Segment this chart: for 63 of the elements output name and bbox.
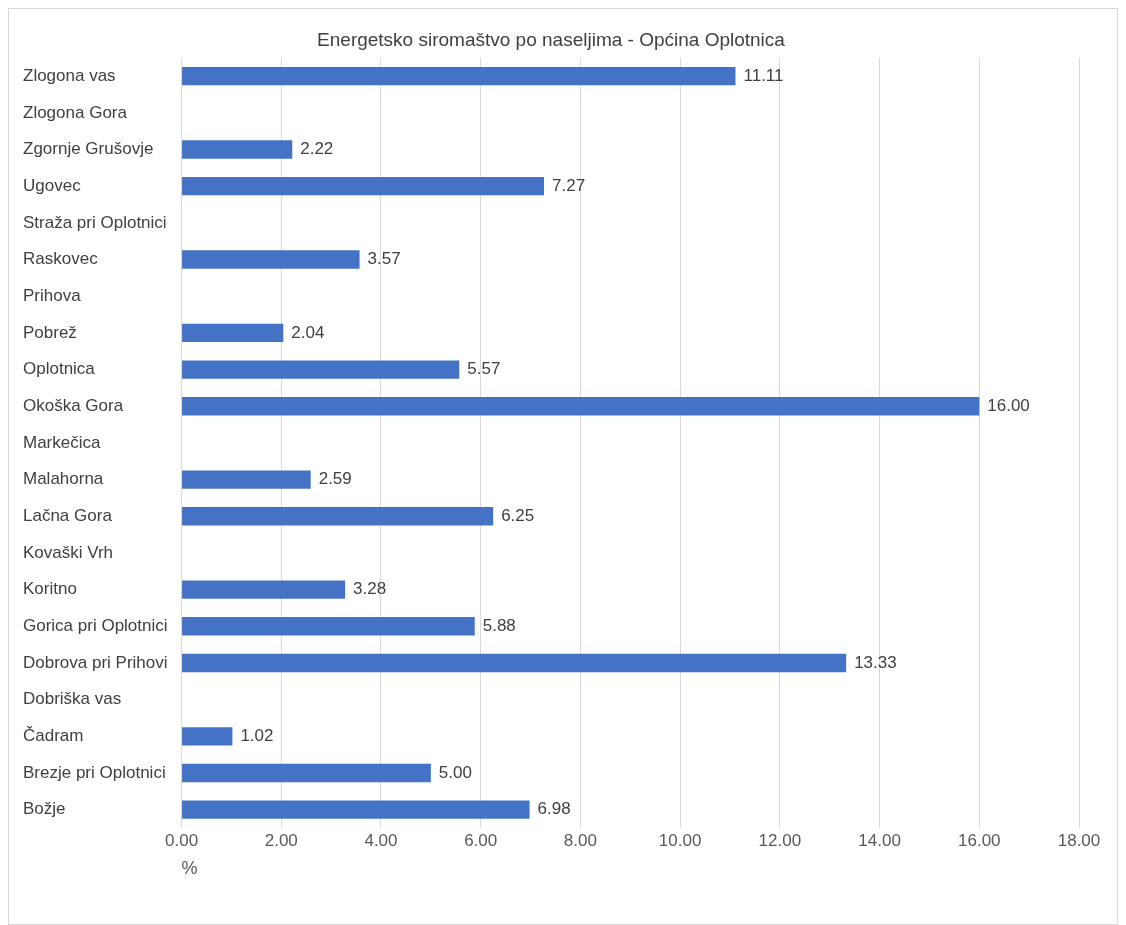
- bar: [182, 177, 545, 196]
- y-tick-label: Dobriška vas: [23, 689, 122, 709]
- bar: [182, 323, 284, 343]
- bar: [182, 727, 233, 746]
- bar: [182, 580, 346, 599]
- y-tick-label: Pobrež: [23, 322, 77, 342]
- x-tick-label: 8.00: [563, 830, 597, 850]
- y-tick-label: Dobrova pri Prihovi: [23, 652, 168, 672]
- y-tick-label: Brezje pri Oplotnici: [23, 762, 166, 782]
- y-tick-label: Zlogona vas: [23, 65, 116, 85]
- y-tick-label: Oplotnica: [23, 359, 96, 379]
- y-tick-label: Zlogona Gora: [23, 102, 128, 122]
- bar: [182, 66, 736, 86]
- data-label: 7.27: [552, 175, 586, 195]
- data-label: 6.98: [537, 799, 571, 819]
- data-label: 6.25: [501, 505, 535, 525]
- bar: [182, 800, 530, 819]
- y-tick-label: Lačna Gora: [23, 505, 113, 525]
- data-label: 2.59: [318, 469, 352, 489]
- bar: [182, 653, 847, 673]
- bar: [182, 397, 980, 416]
- x-tick-label: 2.00: [264, 830, 298, 850]
- y-tick-label: Raskovec: [23, 249, 99, 269]
- x-tick-label: 16.00: [958, 830, 1001, 850]
- y-tick-label: Straža pri Oplotnici: [23, 212, 167, 232]
- data-label: 16.00: [987, 395, 1030, 415]
- data-label: 2.04: [291, 322, 325, 342]
- bar: [182, 470, 311, 489]
- data-label: 1.02: [240, 726, 274, 745]
- x-tick-label: 12.00: [758, 830, 802, 850]
- data-label: 2.22: [300, 139, 334, 159]
- bar: [182, 617, 475, 636]
- y-tick-label: Kovaški Vrh: [23, 542, 114, 562]
- x-tick-label: 6.00: [464, 830, 498, 850]
- y-tick-label: Čadram: [23, 726, 84, 745]
- y-tick-label: Koritno: [23, 579, 77, 599]
- data-label: 13.33: [854, 652, 897, 672]
- y-tick-label: Malahorna: [23, 469, 104, 489]
- y-tick-label: Markečica: [23, 432, 102, 452]
- x-tick-label: 18.00: [1057, 830, 1101, 850]
- bar: [182, 360, 460, 379]
- x-tick-label: 4.00: [364, 830, 398, 850]
- y-tick-label: Ugovec: [23, 175, 82, 195]
- x-tick-label: 10.00: [658, 830, 702, 850]
- x-axis-title: %: [181, 858, 198, 879]
- y-tick-label: Božje: [23, 799, 66, 819]
- bar: [182, 140, 293, 159]
- y-tick-label: Zgornje Grušovje: [23, 139, 154, 159]
- data-label: 11.11: [743, 65, 784, 85]
- data-label: 3.57: [367, 249, 401, 269]
- y-tick-label: Gorica pri Oplotnici: [23, 615, 168, 635]
- bar: [182, 763, 431, 783]
- data-label: 5.88: [482, 615, 516, 635]
- bar: [182, 507, 494, 526]
- y-tick-label: Okoška Gora: [23, 395, 124, 415]
- y-tick-label: Prihova: [23, 285, 82, 305]
- x-tick-label: 14.00: [858, 830, 901, 850]
- bar: [182, 250, 360, 269]
- chart-title: Energetsko siromaštvo po naseljima - Općina Oplotnica: [317, 28, 786, 50]
- data-label: 5.00: [438, 762, 472, 782]
- x-tick-label: 0.00: [165, 830, 199, 850]
- data-label: 5.57: [467, 359, 501, 379]
- data-label: 3.28: [353, 579, 387, 599]
